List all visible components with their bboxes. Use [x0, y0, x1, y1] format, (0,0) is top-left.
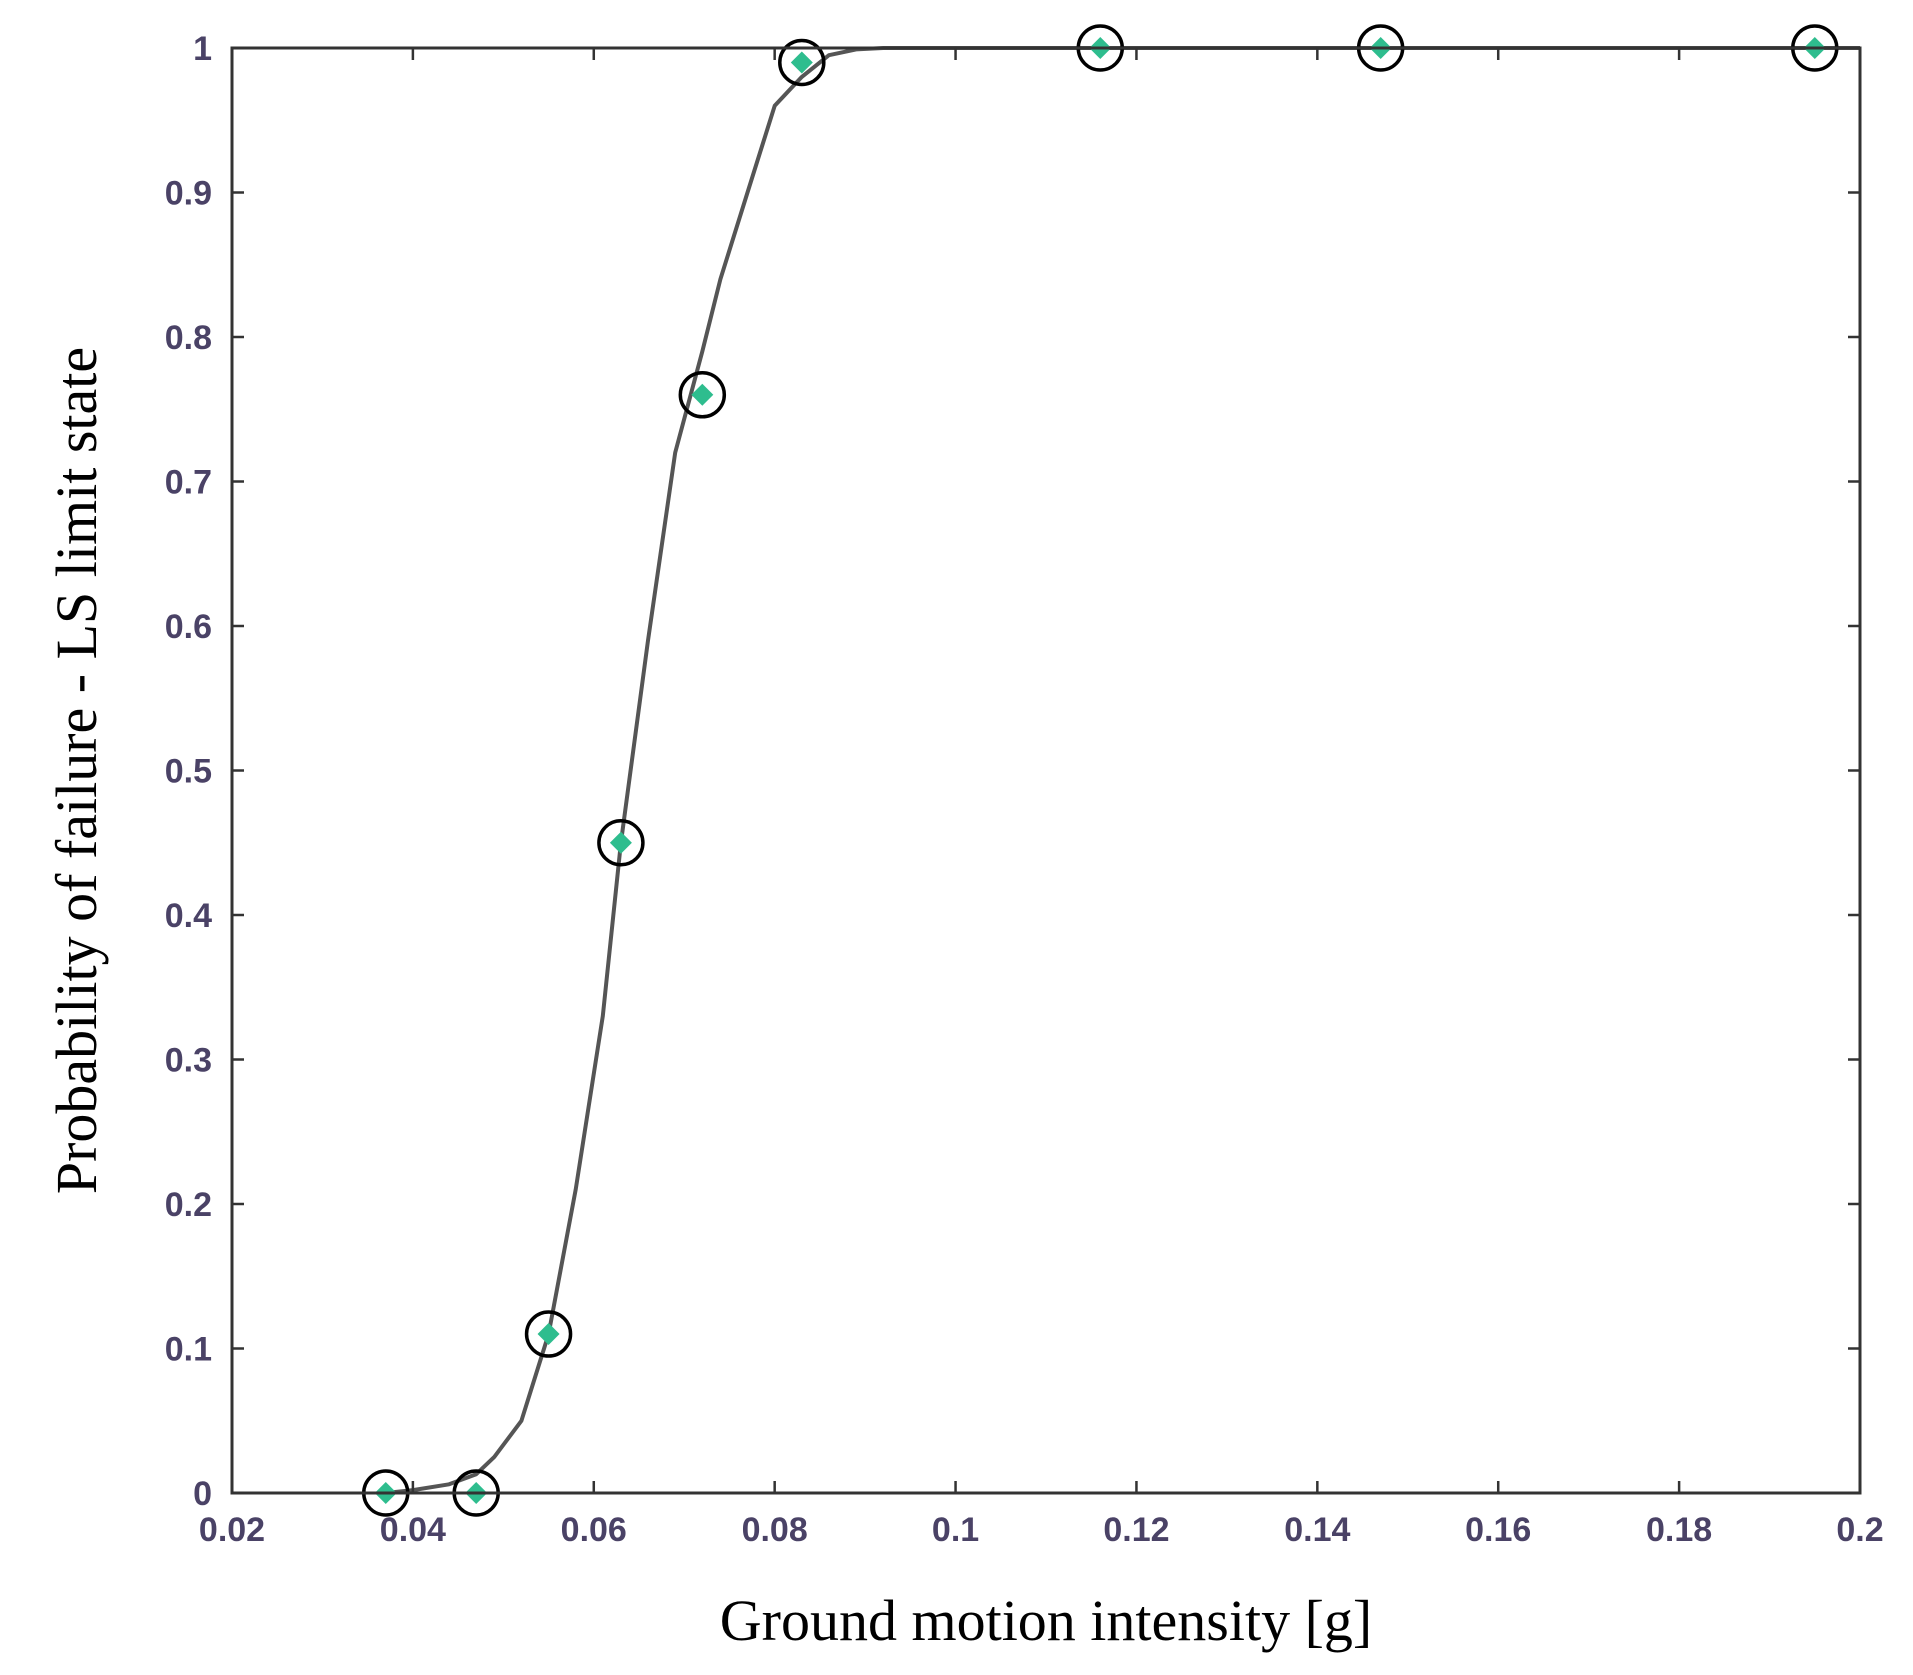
data-point — [778, 38, 826, 87]
data-point — [597, 819, 645, 867]
y-tick-label: 0.4 — [165, 897, 212, 935]
data-point-marker — [790, 51, 813, 74]
x-tick-label: 0.02 — [199, 1511, 265, 1549]
y-tick-label: 0 — [193, 1475, 212, 1513]
x-tick-label: 0.06 — [561, 1511, 627, 1549]
data-point-ring — [597, 819, 645, 867]
x-tick-label: 0.08 — [742, 1511, 808, 1549]
y-tick-label: 0.2 — [165, 1186, 212, 1224]
x-tick-label: 0.12 — [1103, 1511, 1169, 1549]
x-tick-label: 0.14 — [1284, 1511, 1350, 1549]
x-axis-label: Ground motion intensity [g] — [720, 1588, 1372, 1653]
y-tick-label: 0.3 — [165, 1042, 212, 1080]
data-point-marker — [609, 831, 632, 854]
data-point-ring — [778, 38, 826, 87]
y-tick-label: 0.6 — [165, 608, 212, 646]
data-point-ring — [678, 371, 727, 419]
data-point-ring — [524, 1310, 573, 1358]
x-tick-label: 0.18 — [1646, 1511, 1712, 1549]
x-tick-label: 0.2 — [1836, 1511, 1883, 1549]
y-axis-label: Probability of failure - LS limit state — [44, 347, 109, 1194]
data-point-marker — [691, 383, 714, 406]
data-point — [524, 1310, 573, 1358]
x-tick-label: 0.16 — [1465, 1511, 1531, 1549]
data-point-marker — [537, 1323, 560, 1346]
points-layer — [362, 24, 1839, 1517]
y-tick-label: 0.9 — [165, 175, 212, 213]
y-tick-label: 0.1 — [165, 1331, 212, 1369]
y-tick-label: 0.8 — [165, 319, 212, 357]
y-tick-label: 1 — [193, 30, 212, 68]
y-tick-label: 0.7 — [165, 464, 212, 502]
x-tick-label: 0.04 — [380, 1511, 446, 1549]
y-tick-label: 0.5 — [165, 753, 212, 791]
ticks-layer: 0.02 0.04 0.06 0.08 0.1 0.12 0.14 0.16 0.18 0.2 0 0… — [165, 30, 1884, 1549]
x-tick-label: 0.1 — [932, 1511, 979, 1549]
data-point — [678, 371, 727, 419]
